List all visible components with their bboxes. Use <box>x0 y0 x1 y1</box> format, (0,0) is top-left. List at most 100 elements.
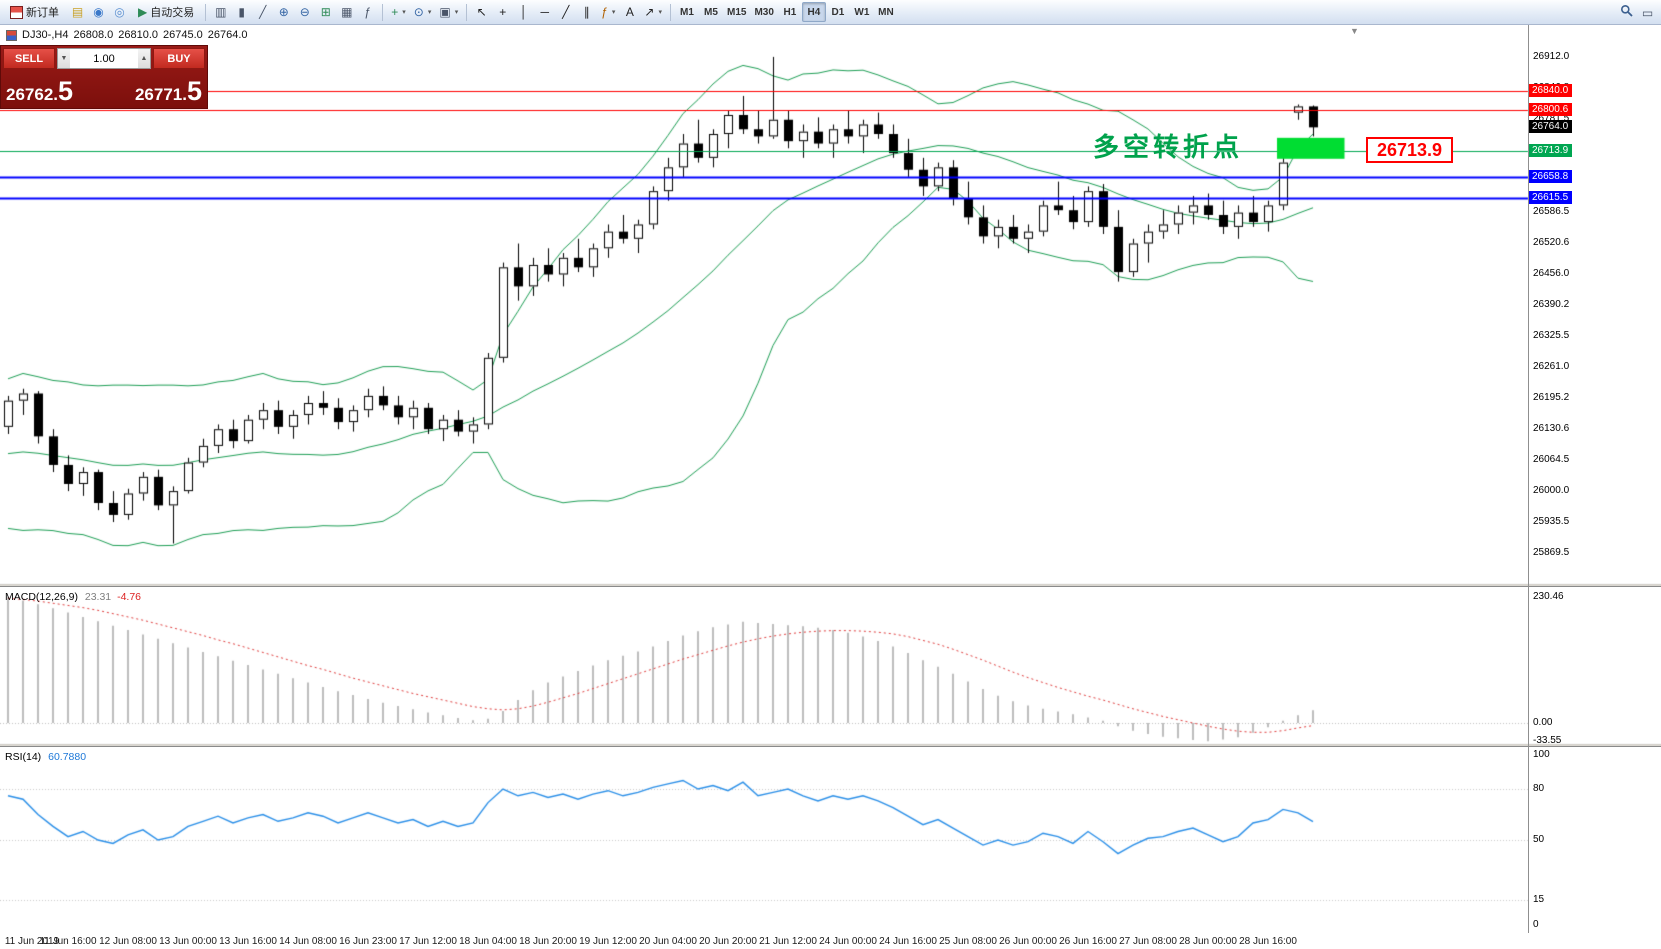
autotrading-icon: ▶ <box>138 5 148 19</box>
vertical-line-icon: │ <box>519 5 528 19</box>
crosshair-icon: + <box>499 5 507 19</box>
time-axis-label: 18 Jun 20:00 <box>519 936 577 947</box>
auto-arrange-button[interactable]: ▦ <box>336 2 357 22</box>
price-axis[interactable]: 26912.026846.826781.526716.026651.026586… <box>1528 25 1661 933</box>
macd-signal-value: -4.76 <box>117 591 142 603</box>
tile-windows-button[interactable]: ⊞ <box>315 2 336 22</box>
volume-stepper[interactable]: ▼ 1.00 ▲ <box>57 48 151 69</box>
text-label-button[interactable]: A <box>619 2 640 22</box>
panel-divider[interactable] <box>0 743 1661 747</box>
turning-point-annotation: 多空转折点 <box>1093 132 1244 162</box>
time-axis-label: 21 Jun 12:00 <box>759 936 817 947</box>
ask-price: 26771.5 <box>134 76 202 106</box>
line-chart-button[interactable]: ╱ <box>252 2 273 22</box>
time-axis-label: 13 Jun 16:00 <box>219 936 277 947</box>
dropdown-caret-icon: ▾ <box>454 9 459 16</box>
fibonacci-button[interactable]: ƒ ▾ <box>597 2 619 22</box>
volume-decrease-icon[interactable]: ▼ <box>58 49 70 68</box>
candlestick-chart-icon: ▮ <box>238 5 246 19</box>
new-chart-icon: + <box>391 5 399 19</box>
bid-price: 26762.5 <box>6 76 74 106</box>
periodicity-icon: ⊙ <box>413 5 424 19</box>
text-label-icon: A <box>625 5 634 19</box>
timeframe-m15-button[interactable]: M15 <box>723 2 750 22</box>
bar-chart-button[interactable]: ▥ <box>210 2 231 22</box>
time-axis-label: 24 Jun 16:00 <box>879 936 937 947</box>
new-order-button[interactable]: 新订单 <box>3 2 66 22</box>
timeframe-m1-button[interactable]: M1 <box>675 2 699 22</box>
horizontal-line-button[interactable]: ─ <box>534 2 555 22</box>
main-toolbar: 新订单 ▤ ◉ ◎ ▶ 自动交易 ▥ ▮ ╱ ⊕ ⊖ ⊞ ▦ ƒ + ▾ ⊙ ▾ ▣ ▾ ↖ + │ ─ ╱ ∥ ƒ ▾ A… <box>0 0 1661 25</box>
price-axis-label: 26000.0 <box>1533 485 1570 497</box>
timeframe-w1-button[interactable]: W1 <box>850 2 874 22</box>
price-axis-label: 26781.5 <box>1533 113 1570 125</box>
indicators-list-button[interactable]: ƒ <box>357 2 378 22</box>
timeframe-mn-button[interactable]: MN <box>874 2 898 22</box>
navigator-button[interactable]: ◎ <box>109 2 130 22</box>
price-axis-label: 26261.0 <box>1533 360 1570 372</box>
time-axis-label: 20 Jun 20:00 <box>699 936 757 947</box>
new-chart-button[interactable]: + ▾ <box>387 2 410 22</box>
marketwatch-button[interactable]: ◉ <box>88 2 109 22</box>
indicators-list-icon: ƒ <box>364 5 372 19</box>
vertical-line-button[interactable]: │ <box>513 2 534 22</box>
periodicity-button[interactable]: ⊙ ▾ <box>410 2 436 22</box>
templates-button[interactable]: ▣ ▾ <box>435 2 462 22</box>
chart-title: DJ30-,H4 <box>22 29 69 41</box>
auto-arrange-icon: ▦ <box>341 5 353 19</box>
timeframe-m30-button[interactable]: M30 <box>750 2 777 22</box>
price-chart-canvas[interactable] <box>0 25 1531 583</box>
time-axis-label: 20 Jun 04:00 <box>639 936 697 947</box>
timeframe-h4-button[interactable]: H4 <box>801 2 826 23</box>
rsi-panel-canvas[interactable] <box>0 747 1531 933</box>
toolbar-separator <box>669 3 671 21</box>
rsi-axis-label: 0 <box>1533 919 1539 930</box>
time-axis-label: 12 Jun 08:00 <box>99 936 157 947</box>
sell-button[interactable]: SELL <box>3 48 55 69</box>
timeframe-d1-button[interactable]: D1 <box>826 2 850 22</box>
layout-button[interactable]: ▭ <box>1637 3 1658 23</box>
price-callout-label: 26713.9 <box>1366 137 1454 163</box>
crosshair-button[interactable]: + <box>492 2 513 22</box>
rsi-axis-label: 100 <box>1533 749 1550 760</box>
time-axis-label: 28 Jun 16:00 <box>1239 936 1297 947</box>
timeframe-h1-button[interactable]: H1 <box>778 2 802 22</box>
search-button[interactable] <box>1616 1 1637 21</box>
price-axis-label: 26130.6 <box>1533 422 1570 434</box>
chart-window[interactable]: DJ30-,H4 26808.0 26810.0 26745.0 26764.0… <box>0 25 1661 949</box>
chart-shift-icon[interactable]: ▼ <box>1350 26 1359 36</box>
time-axis-label: 27 Jun 08:00 <box>1119 936 1177 947</box>
macd-panel-canvas[interactable] <box>0 587 1531 743</box>
ohlc-close: 26764.0 <box>207 29 248 41</box>
buy-button[interactable]: BUY <box>153 48 205 69</box>
time-axis[interactable]: 11 Jun 2019 11 Jun 16:00 12 Jun 08:00 13 Ju… <box>0 933 1661 949</box>
dropdown-caret-icon: ▾ <box>611 9 616 16</box>
toolbar-separator <box>382 3 384 21</box>
equidistant-channel-button[interactable]: ∥ <box>576 2 597 22</box>
price-axis-label: 25935.5 <box>1533 515 1570 527</box>
zoom-in-button[interactable]: ⊕ <box>273 2 294 22</box>
price-line-tag: 26840.0 <box>1529 84 1573 98</box>
profiles-button[interactable]: ▤ <box>67 2 88 22</box>
templates-icon: ▣ <box>439 5 451 19</box>
time-axis-label: 11 Jun 16:00 <box>39 936 97 947</box>
cursor-button[interactable]: ↖ <box>471 2 492 22</box>
search-icon <box>1621 5 1633 17</box>
fibonacci-icon: ƒ <box>601 5 608 19</box>
volume-value[interactable]: 1.00 <box>93 52 115 65</box>
autotrading-button[interactable]: ▶ 自动交易 <box>131 2 201 22</box>
arrows-button[interactable]: ↗ ▾ <box>640 2 666 22</box>
trendline-button[interactable]: ╱ <box>555 2 576 22</box>
candlestick-chart-button[interactable]: ▮ <box>231 2 252 22</box>
timeframe-m5-button[interactable]: M5 <box>699 2 723 22</box>
volume-increase-icon[interactable]: ▲ <box>138 49 150 68</box>
macd-axis-label: -33.55 <box>1533 735 1562 747</box>
rsi-axis-label: 50 <box>1533 834 1545 845</box>
panel-divider[interactable] <box>0 583 1661 587</box>
macd-axis-label: 230.46 <box>1533 591 1564 602</box>
time-axis-label: 28 Jun 00:00 <box>1179 936 1237 947</box>
zoom-in-icon: ⊕ <box>278 5 289 19</box>
zoom-out-button[interactable]: ⊖ <box>294 2 315 22</box>
cursor-icon: ↖ <box>476 5 487 19</box>
ohlc-open: 26808.0 <box>73 29 114 41</box>
